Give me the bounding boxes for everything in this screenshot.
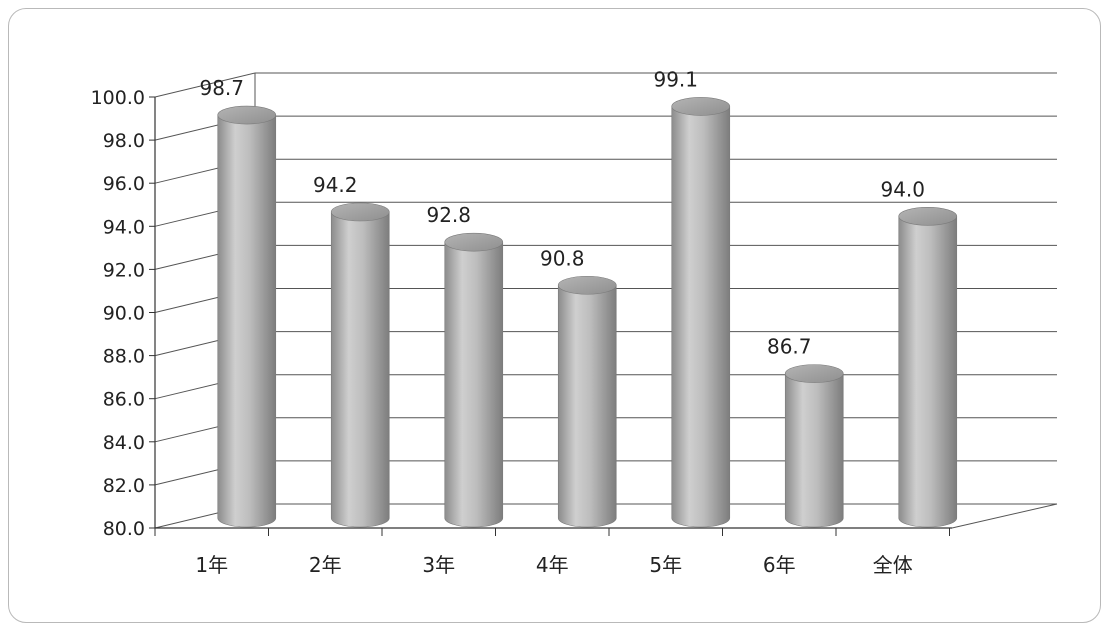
bar-body: [557, 284, 617, 528]
data-label: 90.8: [540, 246, 585, 270]
bar-cap: [330, 202, 390, 222]
bars-layer: [217, 97, 958, 528]
x-tick-label: 2年: [309, 553, 342, 577]
x-tick-label: 5年: [649, 553, 682, 577]
labels-layer: 80.0 82.0 84.0 86.0 88.0 90.0 92.0 94.0 96.0 98.0…: [91, 67, 925, 577]
y-tick-label: 84.0: [103, 432, 145, 454]
x-tick-label: 6年: [763, 553, 796, 577]
x-tick-label: 4年: [536, 553, 569, 577]
y-tick-label: 94.0: [103, 216, 145, 238]
x-tick-label: 3年: [422, 553, 455, 577]
y-tick-label: 100.0: [91, 87, 145, 109]
bar-body: [784, 373, 844, 528]
bar: [557, 275, 617, 528]
x-tick-label: 全体: [873, 553, 913, 577]
bar-cap: [898, 207, 958, 226]
y-tick-label: 82.0: [103, 475, 145, 497]
bar-body: [671, 106, 731, 528]
bar: [330, 202, 390, 528]
y-tick-label: 86.0: [103, 389, 145, 411]
y-tick-label: 92.0: [103, 259, 145, 281]
floor-right-edge: [951, 503, 1058, 529]
bar-body: [444, 241, 504, 528]
data-label: 86.7: [767, 335, 812, 359]
y-tick-label: 98.0: [103, 130, 145, 152]
bar-cap: [671, 97, 731, 116]
bar-cap: [217, 105, 277, 125]
bar: [671, 97, 731, 528]
bar: [784, 364, 844, 528]
data-label: 92.8: [426, 203, 471, 227]
bar-body: [330, 211, 390, 528]
bar-cap: [444, 232, 504, 252]
y-tick-label: 88.0: [103, 346, 145, 368]
bar: [898, 207, 958, 528]
y-tick-label: 96.0: [103, 173, 145, 195]
data-label: 94.2: [313, 173, 358, 197]
gridline-diagonal: [154, 72, 256, 98]
x-tick-label: 1年: [195, 553, 228, 577]
bar-body: [898, 216, 958, 528]
data-label: 99.1: [653, 67, 698, 91]
bar: [217, 105, 277, 528]
y-tick-label: 80.0: [103, 518, 145, 540]
data-label: 94.0: [880, 177, 925, 201]
bar-cap: [557, 275, 617, 295]
bar-body: [217, 114, 277, 528]
data-label: 98.7: [199, 76, 244, 100]
bar-cap: [784, 364, 844, 383]
bar: [444, 232, 504, 528]
y-tick-label: 90.0: [103, 303, 145, 325]
